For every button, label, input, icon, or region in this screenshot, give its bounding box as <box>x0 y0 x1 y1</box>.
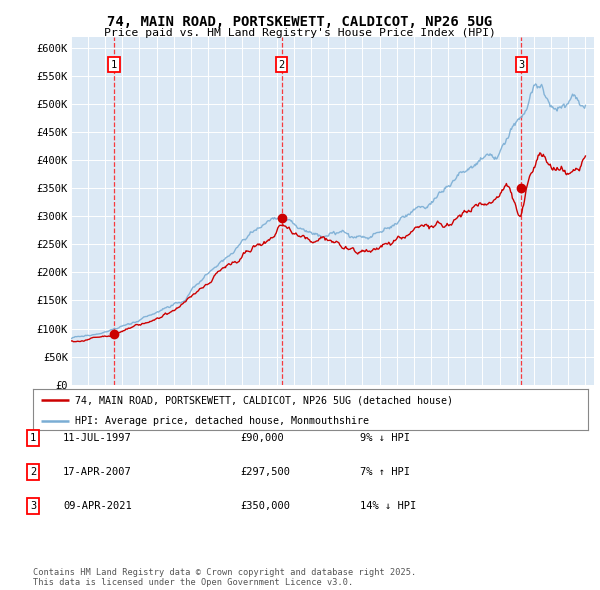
Text: 09-APR-2021: 09-APR-2021 <box>63 502 132 511</box>
Text: 1: 1 <box>30 433 36 442</box>
Text: 74, MAIN ROAD, PORTSKEWETT, CALDICOT, NP26 5UG: 74, MAIN ROAD, PORTSKEWETT, CALDICOT, NP… <box>107 15 493 29</box>
Text: 7% ↑ HPI: 7% ↑ HPI <box>360 467 410 477</box>
Text: £350,000: £350,000 <box>240 502 290 511</box>
Text: 17-APR-2007: 17-APR-2007 <box>63 467 132 477</box>
Text: HPI: Average price, detached house, Monmouthshire: HPI: Average price, detached house, Monm… <box>74 416 368 426</box>
Text: Price paid vs. HM Land Registry's House Price Index (HPI): Price paid vs. HM Land Registry's House … <box>104 28 496 38</box>
Text: 11-JUL-1997: 11-JUL-1997 <box>63 433 132 442</box>
Text: 3: 3 <box>30 502 36 511</box>
Text: 14% ↓ HPI: 14% ↓ HPI <box>360 502 416 511</box>
Text: Contains HM Land Registry data © Crown copyright and database right 2025.
This d: Contains HM Land Registry data © Crown c… <box>33 568 416 587</box>
Text: 2: 2 <box>278 60 285 70</box>
Text: 74, MAIN ROAD, PORTSKEWETT, CALDICOT, NP26 5UG (detached house): 74, MAIN ROAD, PORTSKEWETT, CALDICOT, NP… <box>74 395 452 405</box>
Text: £90,000: £90,000 <box>240 433 284 442</box>
Text: 1: 1 <box>111 60 118 70</box>
Text: 9% ↓ HPI: 9% ↓ HPI <box>360 433 410 442</box>
Text: £297,500: £297,500 <box>240 467 290 477</box>
Text: 2: 2 <box>30 467 36 477</box>
Text: 3: 3 <box>518 60 524 70</box>
